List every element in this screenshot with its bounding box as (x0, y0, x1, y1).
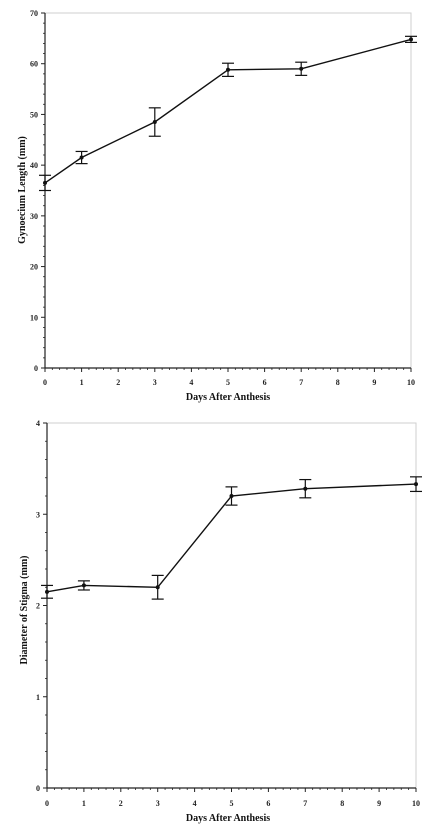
y-tick-label: 0 (34, 364, 38, 373)
y-tick-label: 4 (36, 419, 40, 428)
data-point (303, 486, 308, 491)
series-line (44, 38, 412, 184)
x-tick-label: 1 (80, 378, 84, 387)
y-tick-label: 40 (30, 161, 38, 170)
y-tick-label: 3 (36, 510, 40, 519)
y-tick-label: 30 (30, 212, 38, 221)
x-tick-label: 0 (43, 378, 47, 387)
x-tick-label: 0 (45, 799, 49, 808)
x-tick-label: 10 (412, 799, 420, 808)
data-point (226, 67, 230, 72)
y-tick-label: 1 (36, 693, 40, 702)
x-tick-label: 8 (340, 799, 344, 808)
data-point (43, 180, 47, 185)
data-point (152, 120, 157, 125)
data-point (79, 155, 84, 160)
data-series (39, 35, 417, 192)
data-point (414, 482, 418, 487)
x-tick-label: 5 (230, 799, 234, 808)
x-tick-label: 2 (116, 378, 120, 387)
data-point (229, 494, 234, 498)
axis-ticks: 0 1 2 3 4 5 6 7 8 9 10 0 10 20 30 40 50 60 70 (30, 9, 415, 387)
x-tick-label: 10 (407, 378, 415, 387)
x-tick-label: 6 (266, 799, 270, 808)
x-axis-title: Days After Anthesis (186, 813, 270, 824)
x-tick-label: 2 (119, 799, 123, 808)
x-tick-label: 8 (336, 378, 340, 387)
y-tick-label: 60 (30, 60, 38, 69)
y-tick-label: 10 (30, 313, 38, 322)
x-tick-label: 3 (156, 799, 160, 808)
data-point (299, 66, 304, 71)
series-line (46, 483, 417, 593)
x-tick-label: 9 (377, 799, 381, 808)
gynoecium-length-chart: 0 1 2 3 4 5 6 7 8 9 10 0 10 20 30 40 50 60 70 Days After A… (17, 9, 417, 403)
y-tick-label: 50 (30, 110, 38, 119)
data-point (81, 583, 86, 588)
x-tick-label: 1 (82, 799, 86, 808)
y-axis-title: Diameter of Stigma (mm) (19, 556, 30, 665)
y-axis-title: Gynoecium Length (mm) (17, 136, 28, 244)
x-tick-label: 7 (303, 799, 307, 808)
data-point (45, 589, 49, 594)
x-tick-label: 5 (226, 378, 230, 387)
plot-frame (46, 422, 417, 789)
y-tick-label: 0 (36, 784, 40, 793)
x-tick-label: 3 (153, 378, 157, 387)
x-tick-label: 4 (193, 799, 197, 808)
y-tick-label: 2 (36, 602, 40, 611)
axis-ticks: 0 1 2 3 4 5 6 7 8 9 10 0 1 2 3 4 (36, 419, 420, 808)
x-tick-label: 9 (372, 378, 376, 387)
data-point (409, 37, 413, 42)
stigma-diameter-chart: 0 1 2 3 4 5 6 7 8 9 10 0 1 2 3 4 Days After Anthesis Di… (19, 419, 422, 824)
y-tick-label: 20 (30, 263, 38, 272)
x-axis-title: Days After Anthesis (186, 392, 270, 403)
y-tick-label: 70 (30, 9, 38, 18)
data-series (41, 476, 422, 600)
x-tick-label: 7 (299, 378, 303, 387)
x-tick-label: 4 (189, 378, 193, 387)
x-tick-label: 6 (263, 378, 267, 387)
data-point (155, 585, 160, 590)
